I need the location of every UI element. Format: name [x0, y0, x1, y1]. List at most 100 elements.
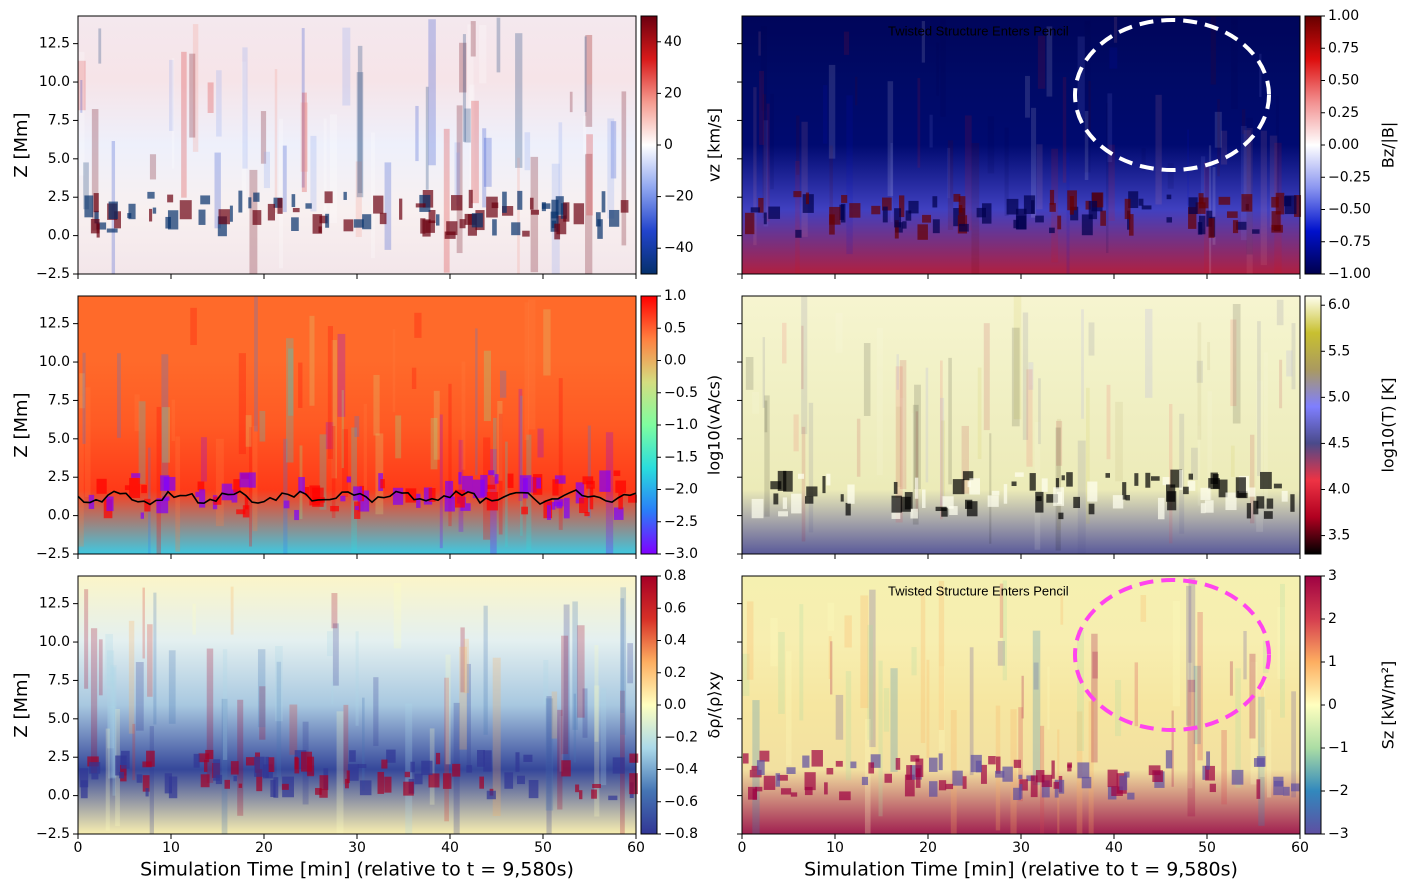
field-streak: [999, 583, 1004, 638]
field-streak: [460, 627, 465, 693]
field-blob: [749, 769, 762, 778]
field-blob: [615, 480, 627, 493]
field-streak: [558, 378, 563, 530]
field-blob: [915, 768, 921, 788]
field-blob: [236, 509, 246, 515]
field-streak: [132, 723, 136, 781]
field-streak: [79, 373, 85, 409]
field-streak: [835, 312, 843, 353]
field-streak: [496, 17, 501, 73]
field-streak: [331, 681, 334, 705]
field-streak: [856, 418, 861, 477]
field-blob: [217, 216, 227, 237]
field-streak: [254, 296, 258, 432]
field-blob: [446, 221, 458, 236]
y-tick-label: 12.5: [39, 36, 70, 52]
field-streak: [947, 147, 951, 199]
field-streak: [331, 340, 337, 479]
field-blob: [894, 208, 902, 228]
field-streak: [331, 426, 336, 518]
field-blob: [466, 765, 473, 773]
field-blob: [1036, 496, 1042, 502]
field-blob: [591, 789, 597, 799]
colorbar-tick-label: 0: [664, 137, 673, 153]
field-streak: [108, 705, 116, 779]
field-blob: [777, 470, 787, 491]
field-streak: [911, 412, 914, 517]
field-blob: [344, 778, 349, 789]
field-blob: [114, 211, 121, 229]
field-blob: [377, 771, 385, 794]
field-streak: [961, 425, 969, 494]
field-streak: [336, 711, 344, 834]
field-blob: [428, 488, 436, 502]
field-blob: [486, 196, 498, 218]
field-streak: [1220, 130, 1228, 165]
field-streak: [1028, 362, 1034, 390]
field-blob: [579, 790, 583, 800]
field-blob: [273, 777, 279, 798]
field-blob: [608, 795, 618, 801]
field-blob: [613, 470, 621, 477]
field-blob: [758, 197, 764, 213]
field-streak: [461, 361, 466, 470]
field-blob: [910, 755, 920, 762]
field-blob: [1107, 769, 1118, 788]
field-blob: [244, 495, 249, 510]
field-blob: [595, 212, 601, 227]
x-axis-label: Simulation Time [min] (relative to t = 9…: [140, 859, 574, 881]
field-blob: [938, 780, 947, 791]
colorbar: [640, 15, 658, 275]
field-streak: [828, 636, 832, 679]
field-blob: [1112, 495, 1124, 509]
field-streak: [1109, 47, 1118, 69]
colorbar-tick-label: −2.0: [664, 482, 698, 498]
field-blob: [763, 775, 776, 790]
field-streak: [1047, 666, 1050, 730]
field-streak: [915, 411, 919, 512]
field-blob: [483, 750, 492, 772]
field-streak: [279, 118, 284, 269]
field-blob: [1256, 779, 1261, 799]
field-streak: [1260, 688, 1265, 748]
colorbar-tick-label: −0.6: [664, 794, 698, 810]
field-blob: [421, 760, 433, 776]
field-streak: [323, 118, 327, 212]
field-blob: [1088, 503, 1095, 515]
x-tick-label: 0: [738, 840, 747, 856]
field-streak: [585, 153, 593, 274]
colorbar-tick-label: −0.25: [1328, 169, 1371, 185]
field-blob: [502, 191, 507, 213]
colorbar-tick-label: −1.0: [664, 417, 698, 433]
field-blob: [462, 475, 473, 492]
field-blob: [1019, 779, 1028, 791]
field-blob: [975, 760, 982, 773]
field-blob: [941, 507, 948, 517]
field-streak: [938, 580, 945, 730]
field-streak: [1243, 630, 1247, 680]
field-blob: [563, 497, 570, 519]
colorbar-tick-label: −0.2: [664, 729, 698, 745]
y-tick-label: 5.0: [48, 431, 70, 447]
field-blob: [94, 210, 99, 224]
field-blob: [1041, 478, 1048, 492]
field-streak: [1088, 80, 1091, 131]
field-blob: [245, 757, 256, 766]
field-streak: [1208, 145, 1212, 274]
field-streak: [520, 395, 523, 536]
field-blob: [521, 506, 528, 515]
field-streak: [1191, 447, 1198, 480]
field-streak: [863, 343, 871, 416]
field-blob: [1256, 496, 1265, 509]
field-streak: [342, 27, 351, 106]
colorbar: [640, 575, 658, 835]
field-streak: [627, 643, 634, 684]
field-streak: [1038, 378, 1041, 445]
colorbar-tick-label: 4.0: [1328, 482, 1350, 498]
field-blob: [309, 485, 321, 506]
field-blob: [1260, 471, 1272, 489]
colorbar-tick-label: 0.4: [664, 633, 686, 649]
y-tick-label: −2.5: [36, 826, 70, 842]
field-blob: [248, 472, 256, 488]
field-streak: [1155, 94, 1162, 205]
